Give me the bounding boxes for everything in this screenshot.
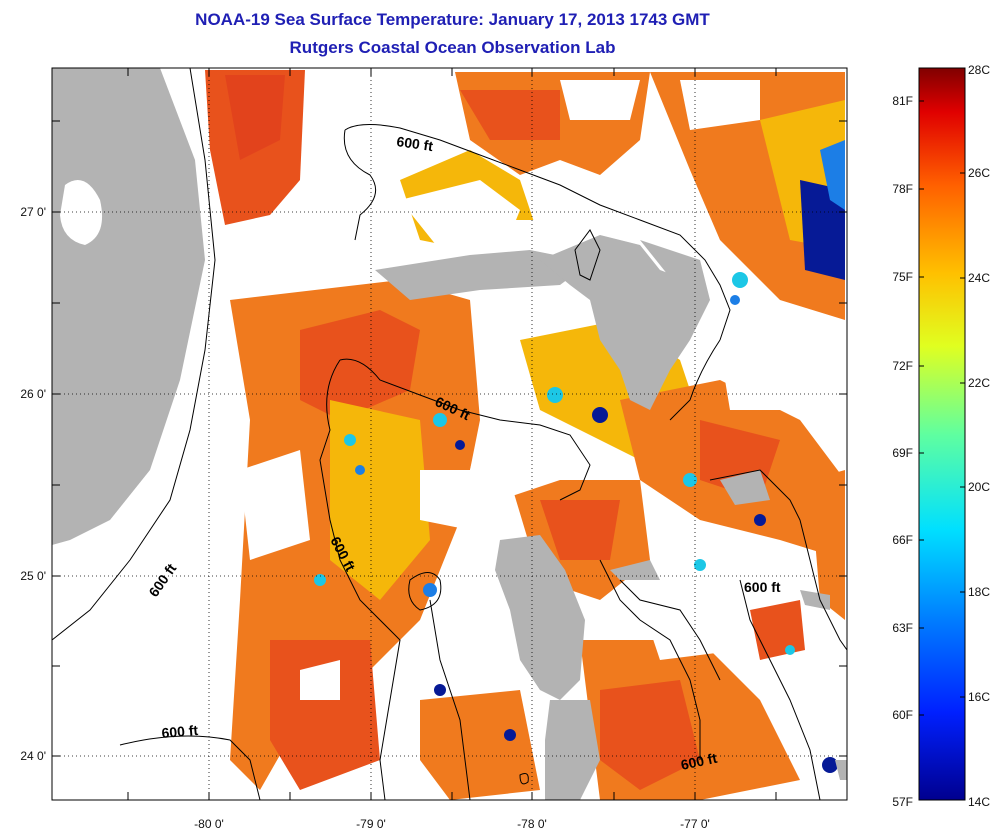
contour-label: 600 ft: [161, 722, 199, 741]
axis-ticks: [52, 68, 847, 800]
lon-label: -77 0': [680, 817, 710, 831]
lon-label: -79 0': [356, 817, 386, 831]
colorbar-f-label: 81F: [892, 94, 913, 108]
colorbar-c-label: 22C: [968, 376, 990, 390]
contour-label: 600 ft: [396, 133, 435, 154]
lat-label: 27 0': [20, 205, 46, 219]
colorbar-c-label: 26C: [968, 166, 990, 180]
colorbar-gradient: [918, 67, 966, 801]
lon-label: -80 0': [194, 817, 224, 831]
contour-label: 600 ft: [744, 579, 781, 595]
lat-label: 24 0': [20, 749, 46, 763]
land-mass: [52, 68, 847, 800]
bathymetry-contours: [52, 68, 847, 800]
map-title: NOAA-19 Sea Surface Temperature: January…: [195, 10, 710, 29]
map-plot-area: 600 ft 600 ft 600 ft 600 ft 600 ft 600 f…: [52, 68, 847, 800]
colorbar-f-label: 63F: [892, 621, 913, 635]
lat-label: 26 0': [20, 387, 46, 401]
sst-field: [52, 70, 845, 800]
cloud-mask: [240, 80, 800, 700]
map-subtitle: Rutgers Coastal Ocean Observation Lab: [289, 38, 616, 57]
colorbar-f-label: 75F: [892, 270, 913, 284]
longitude-labels: -80 0' -79 0' -78 0' -77 0': [194, 817, 710, 831]
colorbar-c-label: 18C: [968, 585, 990, 599]
colorbar: 81F 78F 75F 72F 69F 66F 63F 60F 57F 28C …: [892, 63, 990, 809]
colorbar-f-label: 60F: [892, 708, 913, 722]
colorbar-c-label: 28C: [968, 63, 990, 77]
colorbar-f-label: 69F: [892, 446, 913, 460]
colorbar-f-label: 57F: [892, 795, 913, 809]
colorbar-f-label: 72F: [892, 359, 913, 373]
colorbar-c-label: 14C: [968, 795, 990, 809]
colorbar-f-label: 78F: [892, 182, 913, 196]
colorbar-c-label: 20C: [968, 480, 990, 494]
lon-label: -78 0': [517, 817, 547, 831]
contour-label: 600 ft: [679, 750, 718, 773]
latitude-labels: 27 0' 26 0' 25 0' 24 0': [20, 205, 46, 763]
map-frame: [51, 67, 848, 801]
colorbar-c-label: 24C: [968, 271, 990, 285]
colorbar-f-label: 66F: [892, 533, 913, 547]
lat-label: 25 0': [20, 569, 46, 583]
graticule: [52, 68, 847, 800]
colorbar-c-label: 16C: [968, 690, 990, 704]
